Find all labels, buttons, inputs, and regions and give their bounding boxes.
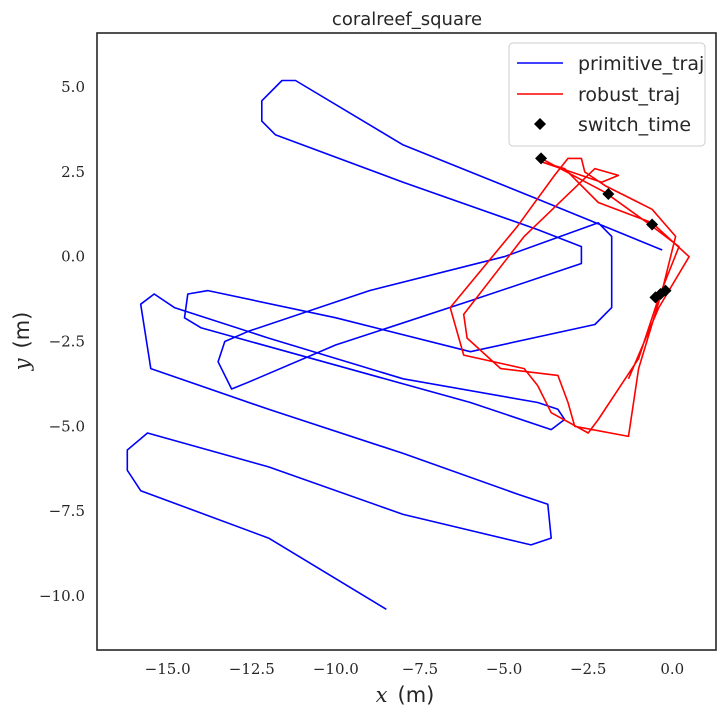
- switch-time-marker: [659, 284, 672, 297]
- x-tick-label: −15.0: [145, 660, 191, 678]
- chart-title: coralreef_square: [332, 9, 482, 30]
- x-axis-unit: (m): [398, 683, 435, 707]
- x-axis-label: x (m): [376, 683, 435, 707]
- legend: primitive_traj robust_traj switch_time: [508, 42, 706, 147]
- y-axis-label: y (m): [10, 312, 34, 372]
- legend-label-switch: switch_time: [578, 114, 691, 136]
- x-tick-label: −5.0: [486, 660, 522, 678]
- legend-swatch-switch: [534, 118, 546, 130]
- y-tick-label: −5.0: [49, 417, 85, 435]
- x-tick-label: −7.5: [402, 660, 438, 678]
- x-tick-label: −12.5: [229, 660, 275, 678]
- switch-time-marker: [602, 188, 615, 201]
- x-ticks: −15.0 −12.5 −10.0 −7.5 −5.0 −2.5 0.0: [145, 660, 685, 678]
- x-axis-var: x: [376, 683, 388, 707]
- plot-frame: [96, 32, 717, 651]
- x-tick-label: −2.5: [570, 660, 606, 678]
- series-line-primitive_traj: [126, 79, 663, 610]
- x-tick-label: −10.0: [313, 660, 359, 678]
- y-tick-label: −7.5: [49, 502, 85, 520]
- legend-label-robust: robust_traj: [578, 84, 680, 106]
- y-axis-var: y: [10, 357, 34, 371]
- series-line-robust_traj: [449, 157, 690, 438]
- y-tick-label: −10.0: [39, 587, 85, 605]
- y-tick-label: 0.0: [61, 248, 85, 266]
- legend-label-primitive: primitive_traj: [578, 53, 704, 75]
- y-tick-label: 5.0: [61, 78, 85, 96]
- y-tick-label: −2.5: [49, 333, 85, 351]
- y-axis-unit: (m): [10, 312, 34, 349]
- legend-frame: [508, 42, 706, 147]
- plot-area: [126, 79, 690, 610]
- switch-time-marker: [646, 218, 659, 231]
- y-tick-label: 2.5: [61, 163, 85, 181]
- y-ticks: 5.0 2.5 0.0 −2.5 −5.0 −7.5 −10.0: [39, 78, 85, 605]
- x-tick-label: 0.0: [660, 660, 684, 678]
- switch-time-marker: [535, 152, 548, 165]
